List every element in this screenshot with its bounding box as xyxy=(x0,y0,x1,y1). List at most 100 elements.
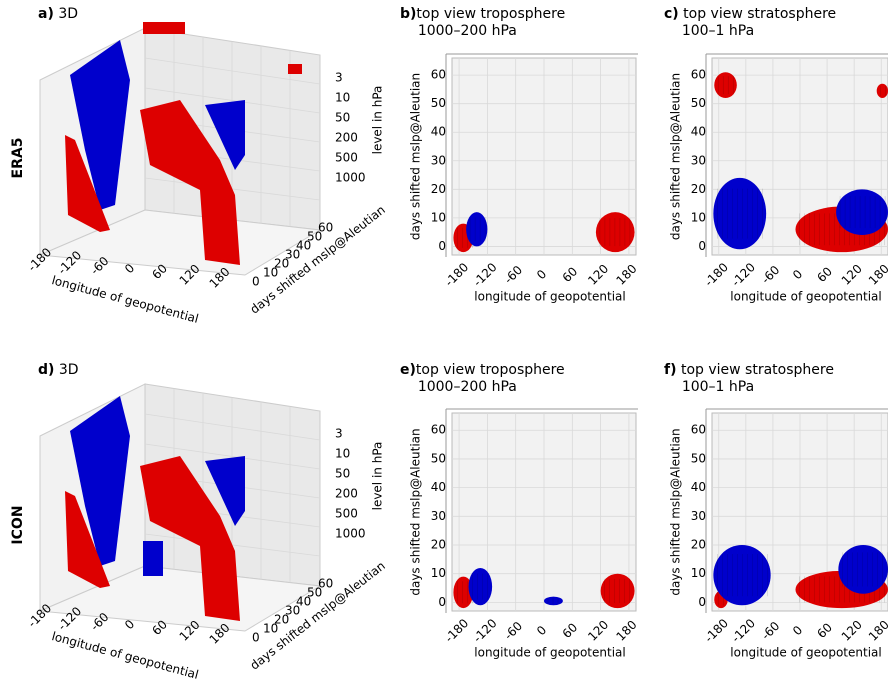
panel-e-ytick-label: 40 xyxy=(431,480,446,494)
panel-a-ytick-label: 60 xyxy=(318,221,333,235)
panel-b-xtick-label: -60 xyxy=(501,263,525,287)
panel-f-xtick-label: 60 xyxy=(814,620,835,641)
panel-d-ztick-label: 3 xyxy=(335,427,343,441)
panel-d-pane-floor xyxy=(39,565,322,632)
panel-a-blob-positive-left xyxy=(65,135,110,232)
panel-a-ztick-label: 3 xyxy=(335,71,343,85)
panel-a-ztick-label: 200 xyxy=(335,131,358,145)
panel-d-ytick-label: 60 xyxy=(318,577,333,591)
panel-a-ztick-label: 10 xyxy=(335,91,350,105)
panel-e-xtick-label: 120 xyxy=(585,618,611,644)
panel-e-ytick-label: 30 xyxy=(431,509,446,523)
panel-b-ytick-label: 40 xyxy=(431,125,446,139)
panel-e-ylabel: days shifted mslp@Aleutian xyxy=(409,428,423,595)
panel-b-xtick-label: 120 xyxy=(585,262,611,288)
panel-a-axes3d: -180 -120 -60 0 60 120 180 01020304050603105020… xyxy=(25,22,388,326)
panel-f-ytick-label: 40 xyxy=(691,480,706,494)
panel-b-title: b)top view troposphere 1000–200 hPa xyxy=(400,6,566,39)
panel-b-xtick-label: -180 xyxy=(442,260,471,289)
panel-c-ytick-label: 30 xyxy=(691,153,706,167)
panel-d-ytick-label: 10 xyxy=(263,622,278,636)
panel-c-ytick-label: 50 xyxy=(691,96,706,110)
panel-a-blob-positive-top xyxy=(143,22,185,34)
panel-d-ytick-label: 20 xyxy=(274,613,289,627)
panel-e-ytick-label: 10 xyxy=(431,566,446,580)
panel-f-xtick-label: 120 xyxy=(839,618,865,644)
panel-a-ytick-label: 50 xyxy=(307,230,322,244)
panel-c-ytick-label: 0 xyxy=(698,239,706,253)
panel-e-region-negative xyxy=(468,567,493,606)
panel-a-ytick-label: 10 xyxy=(263,266,278,280)
panel-d-ztick-label: 1000 xyxy=(335,527,366,541)
panel-b-ytick-label: 30 xyxy=(431,153,446,167)
panel-a-blob-negative-main xyxy=(70,40,130,210)
panel-c-region-positive xyxy=(876,83,888,98)
panel-e-ytick-label: 20 xyxy=(431,538,446,552)
panel-c-xtick-label: -120 xyxy=(729,260,758,289)
panel-e-xlabel: longitude of geopotential xyxy=(474,646,625,660)
panel-f-ytick-label: 0 xyxy=(698,595,706,609)
panel-d-ztick-label: 200 xyxy=(335,487,358,501)
panel-b-ytick-label: 20 xyxy=(431,182,446,196)
panel-f-xtick-label: -120 xyxy=(729,616,758,645)
panel-d-ztick-label: 10 xyxy=(335,447,350,461)
panel-c-xtick-label: 180 xyxy=(866,262,888,288)
panel-b-xtick-label: 60 xyxy=(560,264,581,285)
panel-a-blob-negative-right xyxy=(205,100,245,170)
panel-f-region-negative xyxy=(838,545,888,594)
panel-a-blob-positive-main xyxy=(140,100,240,265)
panel-d-ytick-label: 30 xyxy=(285,604,300,618)
panel-c-region-negative xyxy=(713,177,767,250)
panel-b-ytick-label: 0 xyxy=(438,239,446,253)
panel-f-ytick-label: 30 xyxy=(691,509,706,523)
panel-e-ytick-label: 50 xyxy=(431,451,446,465)
panel-a-ztick-label: 50 xyxy=(335,111,350,125)
panel-b-ytick-label: 10 xyxy=(431,210,446,224)
panel-b-xtick-label: -120 xyxy=(470,260,499,289)
panel-e-ytick-label: 60 xyxy=(431,423,446,437)
panel-d-ytick-label: 50 xyxy=(307,586,322,600)
panel-c-region-negative xyxy=(836,189,888,236)
panel-f-ylabel: days shifted mslp@Aleutian xyxy=(669,428,683,595)
panel-a-ytick-label: 0 xyxy=(252,275,260,289)
panel-a-blob-positive-corner xyxy=(288,64,302,74)
panel-c-title: c) top view stratosphere 100–1 hPa xyxy=(664,6,837,39)
panel-f-title: f) top view stratosphere 100–1 hPa xyxy=(664,362,834,395)
panel-c-xtick-label: 0 xyxy=(790,267,805,282)
panel-a-ytick-label: 40 xyxy=(296,239,311,253)
panel-c-xtick-label: -180 xyxy=(702,260,731,289)
panel-c-xtick-label: 60 xyxy=(814,264,835,285)
panel-d-zlabel: level in hPa xyxy=(371,442,385,511)
panel-e-xtick-label: 180 xyxy=(614,618,640,644)
panel-c-ytick-label: 20 xyxy=(691,182,706,196)
panel-f-ytick-label: 20 xyxy=(691,538,706,552)
panel-a-zlabel: level in hPa xyxy=(371,86,385,155)
panel-a-ztick-label: 500 xyxy=(335,151,358,165)
panel-a-ztick-label: 1000 xyxy=(335,171,366,185)
panel-f-xtick-label: -180 xyxy=(702,616,731,645)
panel-a-xlabel: longitude of geopotential xyxy=(50,273,200,326)
panel-d-blob-negative-main xyxy=(70,396,130,566)
panel-b-ytick-label: 50 xyxy=(431,96,446,110)
panel-f-ytick-label: 10 xyxy=(691,566,706,580)
panel-c-xtick-label: 120 xyxy=(839,262,865,288)
panel-b-xlabel: longitude of geopotential xyxy=(474,290,625,304)
panel-d-title: d) 3D xyxy=(38,362,79,378)
panel-d-ztick-label: 500 xyxy=(335,507,358,521)
panel-f-ytick-label: 60 xyxy=(691,423,706,437)
panel-b-ylabel: days shifted mslp@Aleutian xyxy=(409,73,423,240)
panel-a-title: a) 3D xyxy=(38,6,78,22)
panel-e-ytick-label: 0 xyxy=(438,595,446,609)
panel-c-ylabel: days shifted mslp@Aleutian xyxy=(669,73,683,240)
panel-e-xtick-label: -60 xyxy=(501,619,525,643)
panel-a-ytick-label: 30 xyxy=(285,248,300,262)
panel-f-xtick-label: -60 xyxy=(759,619,783,643)
panel-c-ytick-label: 60 xyxy=(691,68,706,82)
panel-e-xtick-label: -120 xyxy=(470,616,499,645)
panel-d-blob-positive-left xyxy=(65,491,110,588)
panel-d-xlabel: longitude of geopotential xyxy=(50,629,200,681)
panel-b-region-negative xyxy=(466,212,488,247)
panel-f-xtick-label: 180 xyxy=(866,618,888,644)
panel-f-xtick-label: 0 xyxy=(790,623,805,638)
